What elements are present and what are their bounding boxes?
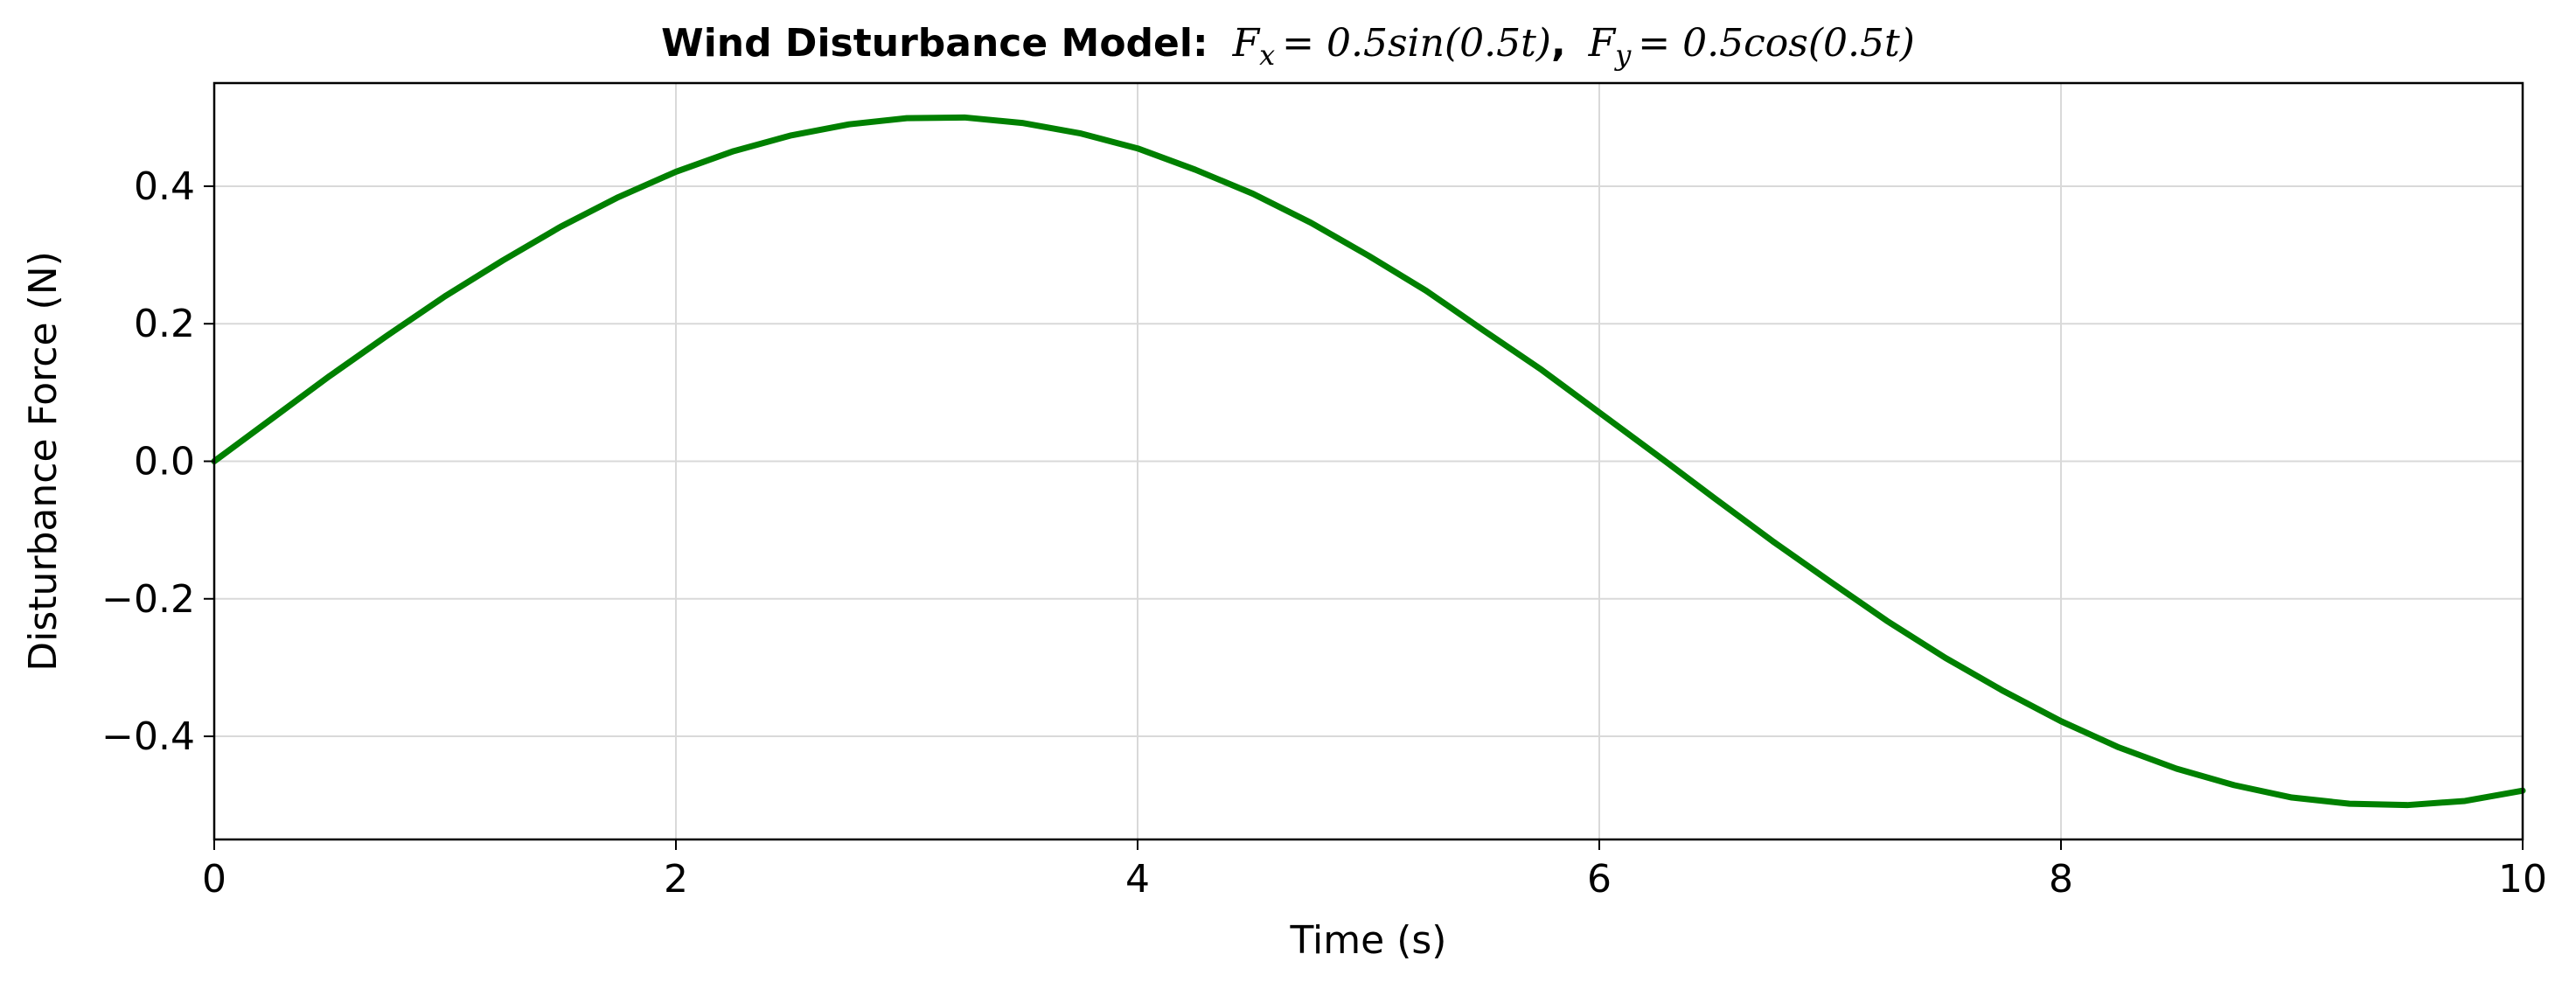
y-tick-label: 0.4 bbox=[134, 164, 195, 209]
ticks: 0 2 4 6 8 10 −0.4 −0.2 0.0 0.2 0.4 bbox=[101, 164, 2547, 902]
y-tick-label: −0.4 bbox=[101, 714, 195, 759]
series-line bbox=[211, 114, 2526, 809]
x-tick-label: 4 bbox=[1125, 857, 1150, 902]
chart-title-fx-lhs: F bbox=[1232, 21, 1261, 66]
chart-title: Wind Disturbance Model: Fx = 0.5sin(0.5t)… bbox=[661, 21, 1915, 72]
x-axis-label: Time (s) bbox=[1290, 918, 1447, 963]
chart-title-fy-sub: y bbox=[1613, 38, 1632, 72]
y-tick-label: −0.2 bbox=[101, 577, 195, 622]
x-tick-label: 10 bbox=[2498, 857, 2547, 902]
chart-title-fx-sub: x bbox=[1259, 38, 1275, 72]
chart-title-bold: Wind Disturbance Model: bbox=[661, 21, 1208, 66]
y-axis-label: Disturbance Force (N) bbox=[21, 251, 66, 672]
x-tick-label: 2 bbox=[664, 857, 688, 902]
x-tick-label: 6 bbox=[1587, 857, 1612, 902]
series-layer bbox=[211, 114, 2526, 809]
chart-title-fy-rhs: = 0.5cos(0.5t) bbox=[1638, 21, 1915, 66]
grid bbox=[213, 83, 2524, 839]
chart-title-fx-rhs: = 0.5sin(0.5t) bbox=[1282, 21, 1551, 66]
chart-title-separator: , bbox=[1551, 21, 1566, 66]
x-tick-label: 8 bbox=[2049, 857, 2073, 902]
y-tick-label: 0.2 bbox=[134, 302, 195, 346]
x-tick-label: 0 bbox=[202, 857, 226, 902]
chart-title-fy-lhs: F bbox=[1588, 21, 1617, 66]
y-tick-label: 0.0 bbox=[134, 440, 195, 484]
